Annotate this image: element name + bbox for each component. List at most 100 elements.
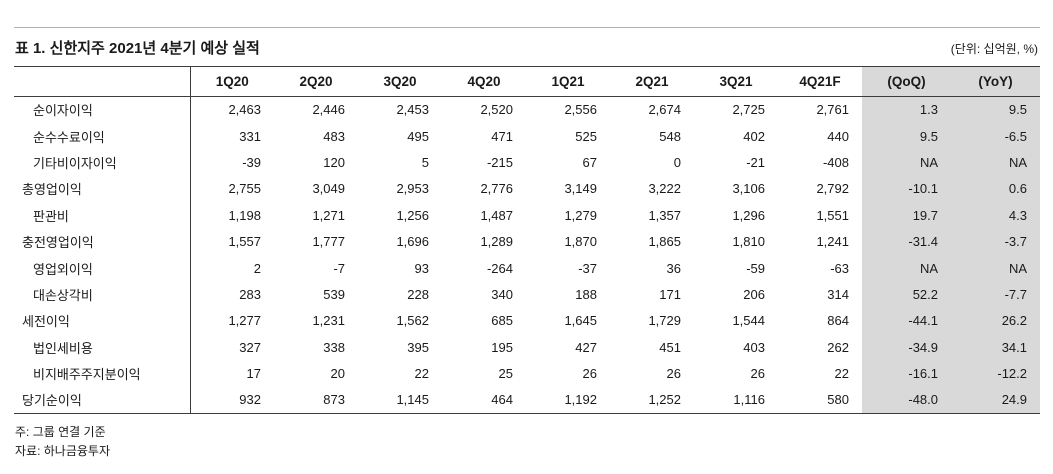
table-row: 당기순이익 932 873 1,145 464 1,192 1,252 1,116 580 -48… <box>14 386 1040 414</box>
value-cell: 2,725 <box>732 102 765 118</box>
growth-cell: -16.1 <box>862 360 951 387</box>
value-cell: 483 <box>323 128 345 144</box>
value-cell: 26 <box>666 366 681 382</box>
column-header-row: 1Q20 2Q20 3Q20 4Q20 1Q21 2Q21 3Q21 4Q21F (QoQ) (Y… <box>14 66 1040 97</box>
value-cell: -39 <box>242 154 261 170</box>
value-cell: 1,256 <box>396 207 429 223</box>
value-cell: 1,777 <box>312 234 345 250</box>
value-cell: 2,776 <box>480 181 513 197</box>
row-label: 충전영업이익 <box>14 228 191 255</box>
value-cell: 3,149 <box>564 181 597 197</box>
growth-cell: NA <box>951 254 1040 282</box>
value-cell: 525 <box>575 128 597 144</box>
value-cell: 1,865 <box>648 234 681 250</box>
value-cell: 685 <box>491 313 513 329</box>
value-cell: 1,277 <box>228 313 261 329</box>
value-cell: 206 <box>743 286 765 302</box>
growth-cell: 34.1 <box>951 334 1040 361</box>
table-title: 표 1. 신한지주 2021년 4분기 예상 실적 <box>15 40 260 57</box>
column-header-3q21: 3Q21 <box>694 66 778 97</box>
value-cell: 471 <box>491 128 513 144</box>
value-cell: 2,761 <box>816 102 849 118</box>
column-header-4q20: 4Q20 <box>442 66 526 97</box>
value-cell: 5 <box>421 154 429 170</box>
value-cell: 1,231 <box>312 313 345 329</box>
growth-cell: -7.7 <box>951 281 1040 308</box>
label-column-header <box>14 66 191 97</box>
value-cell: 403 <box>743 339 765 355</box>
note-source: 자료: 하나금융투자 <box>15 443 110 458</box>
value-cell: 120 <box>323 154 345 170</box>
value-cell: 1,810 <box>732 234 765 250</box>
value-cell: 188 <box>575 286 597 302</box>
value-cell: 1,557 <box>228 234 261 250</box>
value-cell: 22 <box>414 366 429 382</box>
value-cell: -63 <box>830 260 849 276</box>
growth-cell: -31.4 <box>862 228 951 255</box>
value-cell: 1,296 <box>732 207 765 223</box>
value-cell: 2,556 <box>564 102 597 118</box>
unit-note: (단위: 십억원, %) <box>950 42 1038 56</box>
financials-table: 1Q20 2Q20 3Q20 4Q20 1Q21 2Q21 3Q21 4Q21F (QoQ) (Y… <box>14 66 1040 414</box>
value-cell: 1,544 <box>732 313 765 329</box>
value-cell: 440 <box>827 128 849 144</box>
table-header-row: 표 1. 신한지주 2021년 4분기 예상 실적 (단위: 십억원, %) <box>14 28 1040 66</box>
value-cell: 1,198 <box>228 207 261 223</box>
value-cell: 1,357 <box>648 207 681 223</box>
value-cell: 3,222 <box>648 181 681 197</box>
value-cell: 873 <box>323 392 345 408</box>
value-cell: 22 <box>834 366 849 382</box>
row-label: 총영업이익 <box>14 175 191 203</box>
growth-cell: -48.0 <box>862 386 951 414</box>
value-cell: 1,870 <box>564 234 597 250</box>
value-cell: 1,145 <box>396 392 429 408</box>
value-cell: 2 <box>253 260 261 276</box>
growth-cell: NA <box>951 149 1040 176</box>
value-cell: -408 <box>822 154 849 170</box>
growth-cell: 52.2 <box>862 281 951 308</box>
growth-cell: 26.2 <box>951 307 1040 335</box>
column-header-3q20: 3Q20 <box>358 66 442 97</box>
value-cell: 228 <box>407 286 429 302</box>
value-cell: 2,674 <box>648 102 681 118</box>
value-cell: 195 <box>491 339 513 355</box>
table-row: 영업외이익 2 -7 93 -264 -37 36 -59 -63 NA NA <box>14 254 1040 282</box>
value-cell: 2,953 <box>396 181 429 197</box>
value-cell: 395 <box>407 339 429 355</box>
value-cell: -264 <box>486 260 513 276</box>
value-cell: 2,755 <box>228 181 261 197</box>
value-cell: 0 <box>673 154 681 170</box>
value-cell: 1,562 <box>396 313 429 329</box>
value-cell: 1,729 <box>648 313 681 329</box>
value-cell: 36 <box>666 260 681 276</box>
value-cell: 402 <box>743 128 765 144</box>
column-header-2q20: 2Q20 <box>274 66 358 97</box>
value-cell: -7 <box>333 260 345 276</box>
row-label: 순수수료이익 <box>14 122 191 150</box>
note-basis: 주: 그룹 연결 기준 <box>15 424 106 439</box>
value-cell: 2,446 <box>312 102 345 118</box>
growth-cell: -44.1 <box>862 307 951 335</box>
value-cell: 26 <box>582 366 597 382</box>
row-label: 영업외이익 <box>14 254 191 282</box>
column-header-1q20: 1Q20 <box>190 66 274 97</box>
column-header-yoy: (YoY) <box>951 66 1040 97</box>
value-cell: 262 <box>827 339 849 355</box>
growth-cell: 0.6 <box>951 175 1040 203</box>
row-label: 판관비 <box>14 202 191 229</box>
value-cell: 2,792 <box>816 181 849 197</box>
value-cell: 495 <box>407 128 429 144</box>
value-cell: -59 <box>746 260 765 276</box>
value-cell: 427 <box>575 339 597 355</box>
value-cell: 539 <box>323 286 345 302</box>
row-label: 세전이익 <box>14 307 191 335</box>
value-cell: 67 <box>582 154 597 170</box>
value-cell: 864 <box>827 313 849 329</box>
table-row: 법인세비용 327 338 395 195 427 451 403 262 -34.9 34.1 <box>14 334 1040 361</box>
value-cell: 338 <box>323 339 345 355</box>
value-cell: 451 <box>659 339 681 355</box>
column-header-1q21: 1Q21 <box>526 66 610 97</box>
value-cell: 2,453 <box>396 102 429 118</box>
value-cell: 1,645 <box>564 313 597 329</box>
